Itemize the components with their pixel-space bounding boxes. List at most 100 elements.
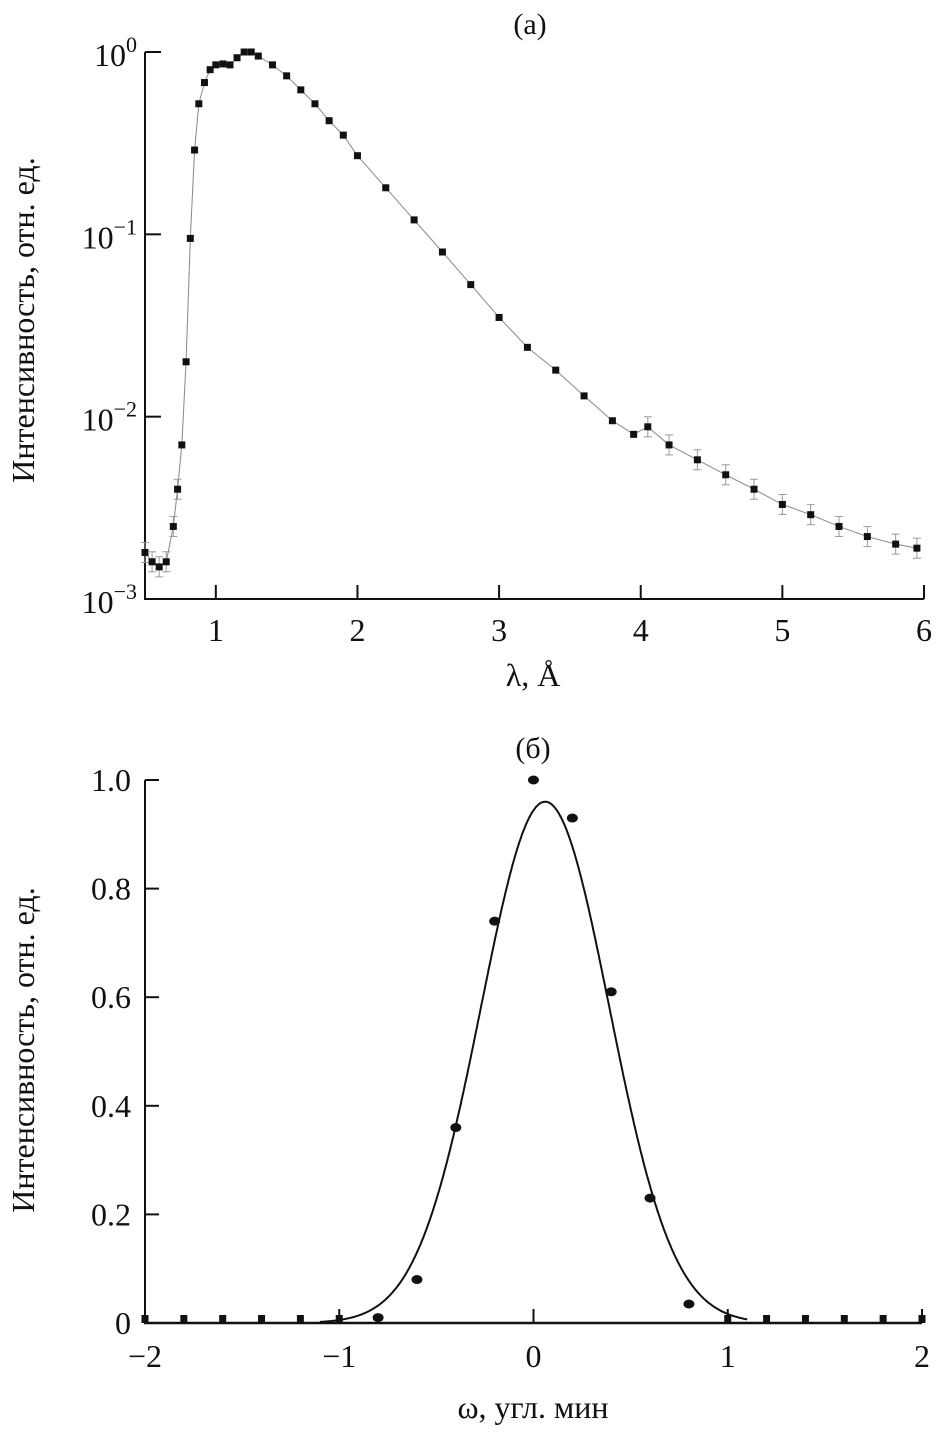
chart-b-point [141,1315,149,1323]
chart-a-point [233,54,241,62]
chart-a-point [226,61,234,69]
chart-a-point [892,540,900,548]
chart-a-point [644,423,652,431]
chart-a-point [410,216,418,224]
chart-a-point [438,248,446,256]
chart-a-point [200,79,208,87]
chart-a-point [630,430,638,438]
chart-a-point [339,131,347,139]
chart-a-xlabel: λ, Å [506,657,561,693]
chart-a-point [778,500,786,508]
chart-b-point [450,1123,462,1133]
chart-a-point [325,117,333,125]
chart-b-fit-curve [319,800,748,1323]
chart-b-y-tick-label: 0 [115,1305,131,1341]
chart-a-title: (a) [513,8,546,41]
chart-b-point [335,1315,343,1323]
chart-b-point [724,1315,732,1323]
chart-a-x-tick-label: 3 [491,612,507,648]
chart-a-point [863,533,871,541]
chart-a-line [144,51,918,568]
chart-a-point [311,100,319,108]
chart-b-x-tick-label: 0 [526,1338,542,1374]
chart-a-point [913,544,921,552]
chart-b-y-tick-label: 0.8 [91,871,131,907]
chart-a-point [191,146,199,154]
chart-a-point [240,48,248,56]
chart-a-point [206,66,214,74]
chart-b-point [180,1315,188,1323]
chart-a-point [254,52,262,60]
chart-a-x-tick-label: 4 [633,612,649,648]
chart-b-xlabel: ω, угл. мин [457,1389,608,1425]
chart-a-x-tick-label: 6 [916,612,932,648]
chart-a-point [169,522,177,530]
chart-a-point [247,48,255,56]
chart-b-point [683,1299,695,1309]
chart-b-y-tick-label: 1.0 [91,762,131,798]
chart-a-y-tick-label: 10−3 [82,579,137,620]
chart-a-point [523,343,531,351]
chart-a-point [141,548,149,556]
chart-b-title: (б) [515,732,550,765]
chart-a-point [750,485,758,493]
chart-a-point [178,441,186,449]
chart-a-point [162,558,170,566]
chart-b-point [489,916,501,926]
chart-a-y-tick-label: 10−2 [82,397,137,438]
chart-a-point [665,441,673,449]
chart-a-point [382,184,390,192]
chart-b-point [644,1193,656,1203]
chart-a-point [467,281,475,289]
chart-b-point [411,1275,423,1285]
chart-b-point [258,1315,266,1323]
chart-a-x-tick-label: 1 [208,612,224,648]
chart-b-ylabel: Интенсивность, отн. ед. [5,887,41,1212]
chart-b-x-tick-label: 2 [914,1338,930,1374]
chart-a-point [608,417,616,425]
chart-b-y-tick-label: 0.2 [91,1196,131,1232]
chart-a-point [580,392,588,400]
chart-b-point [605,987,617,997]
chart-b-point [801,1315,809,1323]
chart-b-point [528,775,539,785]
chart-b-point [879,1315,887,1323]
chart-a-y-tick-label: 10−1 [82,214,137,255]
chart-b-point [840,1315,848,1323]
chart-b-point [372,1313,384,1323]
chart-a-point [807,511,815,519]
chart-a-point [835,522,843,530]
chart-b-point [763,1315,771,1323]
chart-a: (a) λ, Å Интенсивность, отн. ед. 1 2 3 4 5 6 1… [5,8,932,693]
chart-a-point [219,60,227,68]
chart-a-point [693,456,701,464]
chart-a-point [353,152,361,160]
chart-a-point [212,61,220,69]
chart-b-point [918,1315,926,1323]
chart-a-ylabel: Интенсивность, отн. ед. [5,157,41,482]
chart-b: (б) ω, угл. мин Интенсивность, отн. ед. … [5,732,930,1425]
chart-a-point [297,86,305,94]
chart-a-point [182,358,190,366]
chart-b-point [566,813,578,823]
chart-a-point [268,61,276,69]
chart-a-point [186,234,194,242]
chart-b-point [219,1315,227,1323]
chart-a-point [174,485,182,493]
chart-b-x-tick-label: −2 [128,1338,162,1374]
chart-b-x-tick-label: 1 [720,1338,736,1374]
chart-b-x-tick-label: −1 [322,1338,356,1374]
chart-a-point [495,313,503,321]
chart-a-x-tick-label: 2 [349,612,365,648]
chart-b-y-tick-label: 0.4 [91,1088,131,1124]
chart-b-y-tick-label: 0.6 [91,979,131,1015]
chart-a-point [148,558,156,566]
chart-a-point [283,72,291,80]
chart-a-point [195,100,203,108]
chart-a-x-tick-label: 5 [774,612,790,648]
chart-a-point [722,471,730,479]
chart-a-y-tick-label: 100 [94,32,137,73]
chart-a-point [155,563,163,571]
chart-a-point [552,366,560,374]
